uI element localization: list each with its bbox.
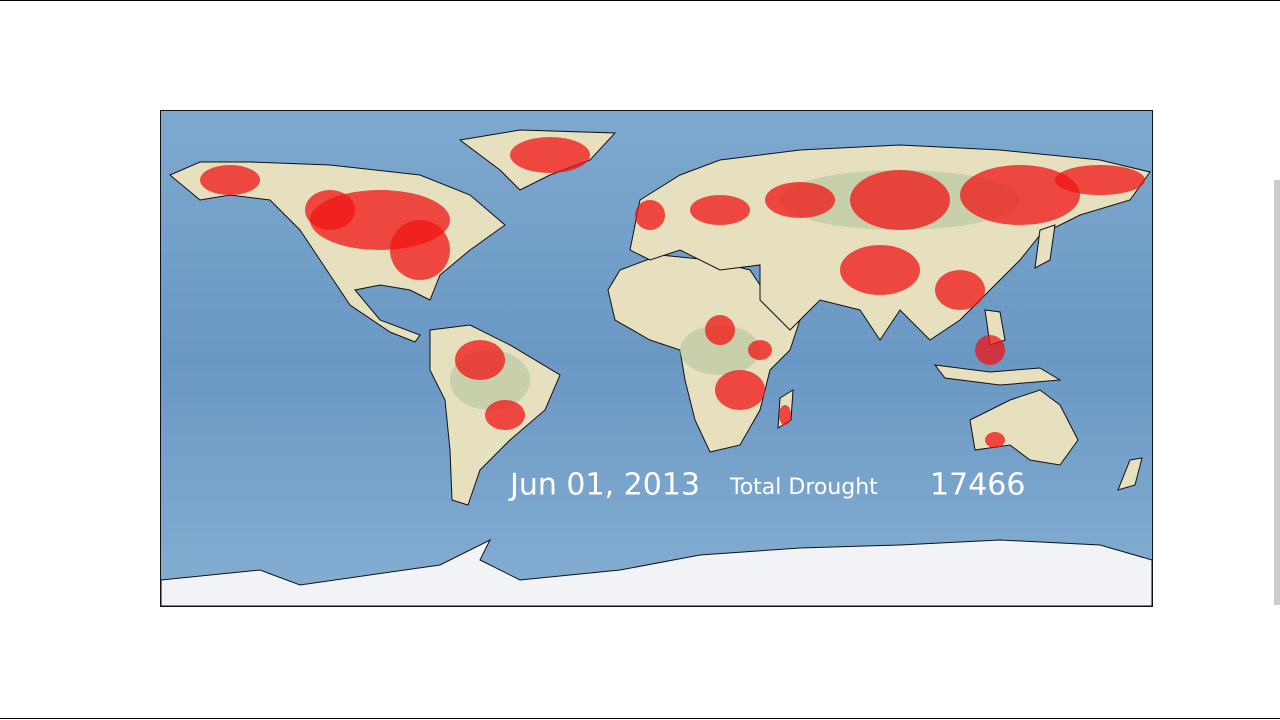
drought-area bbox=[455, 340, 505, 380]
drought-area bbox=[510, 137, 590, 173]
drought-area bbox=[200, 165, 260, 195]
drought-area bbox=[748, 340, 772, 360]
drought-area bbox=[985, 432, 1005, 448]
drought-area bbox=[960, 165, 1080, 225]
drought-area bbox=[690, 195, 750, 225]
drought-area bbox=[635, 200, 665, 230]
drought-area bbox=[305, 190, 355, 230]
metric-label: Total Drought bbox=[729, 475, 878, 500]
drought-area bbox=[390, 220, 450, 280]
drought-area bbox=[850, 170, 950, 230]
antarctica bbox=[160, 538, 1153, 607]
drought-area bbox=[779, 405, 791, 425]
drought-area bbox=[935, 270, 985, 310]
japan bbox=[1034, 224, 1056, 269]
drought-area bbox=[840, 245, 920, 295]
new-zealand bbox=[1117, 457, 1143, 491]
vegetation bbox=[680, 325, 760, 375]
drought-area bbox=[975, 335, 1005, 365]
drought-overlay bbox=[200, 137, 1145, 448]
drought-area bbox=[715, 370, 765, 410]
metric-value: 17466 bbox=[930, 468, 1025, 503]
drought-area bbox=[705, 315, 735, 345]
drought-area bbox=[765, 182, 835, 218]
map bbox=[160, 110, 1153, 607]
date-label: Jun 01, 2013 bbox=[508, 468, 700, 503]
side-sliver bbox=[1274, 180, 1280, 605]
drought-area bbox=[1055, 165, 1145, 195]
drought-area bbox=[485, 400, 525, 430]
indonesia bbox=[933, 364, 1062, 386]
